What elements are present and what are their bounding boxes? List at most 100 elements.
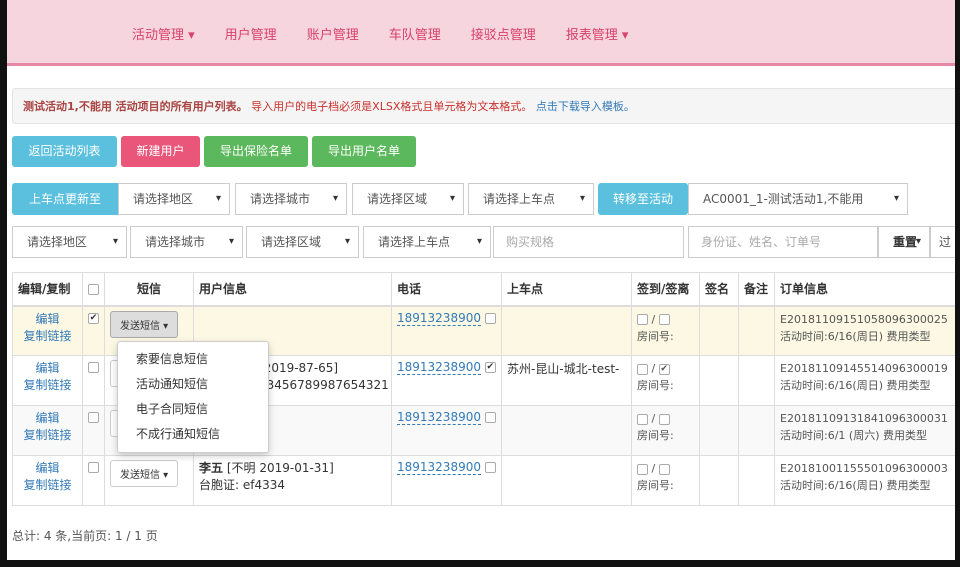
top-nav: 活动管理 ▾ 用户管理 账户管理 车队管理 接驳点管理 报表管理 ▾ [7, 0, 955, 66]
room-label: 房间号: [637, 429, 674, 442]
send-sms-button[interactable]: 发送短信 ▾ [110, 460, 179, 487]
copy-link[interactable]: 复制链接 [23, 428, 72, 442]
sms-menu-item[interactable]: 不成行通知短信 [136, 427, 221, 441]
checkin-checkbox[interactable] [637, 363, 648, 375]
user-name: 李五 [199, 461, 224, 475]
row-checkbox[interactable] [88, 362, 99, 373]
phone-link[interactable]: 18913238900 [397, 460, 481, 475]
col-checkin: 签到/签离 [631, 272, 700, 307]
sms-menu-item[interactable]: 活动通知短信 [136, 377, 209, 391]
copy-link[interactable]: 复制链接 [23, 378, 72, 392]
area-select[interactable]: 请选择区域 [352, 183, 464, 215]
sms-menu-item[interactable]: 电子合同短信 [136, 402, 209, 416]
stop-select[interactable]: 请选择上车点 [468, 183, 594, 215]
notice-hint: 导入用户的电子档必须是XLSX格式且单元格为文本格式。 [251, 100, 533, 113]
phone-link[interactable]: 18913238900 [397, 410, 481, 425]
checkout-checkbox[interactable] [658, 463, 670, 475]
sms-dropdown-menu: 索要信息短信 活动通知短信 电子合同短信 不成行通知短信 [117, 341, 269, 453]
filter-city-select[interactable]: 请选择城市 [130, 226, 243, 258]
col-user-info: 用户信息 [193, 272, 392, 307]
row-checkbox[interactable] [88, 462, 99, 473]
nav-reports[interactable]: 报表管理 ▾ [565, 28, 629, 43]
sms-menu-item[interactable]: 索要信息短信 [136, 352, 209, 366]
notice-title: 测试活动1,不能用 活动项目的所有用户列表。 [23, 100, 248, 113]
col-stop: 上车点 [501, 272, 632, 307]
activity-select[interactable]: AC0001_1-测试活动1,不能用 [688, 183, 908, 215]
activity-time: 活动时间:6/16(周日) 费用类型 [780, 479, 931, 492]
checkin-cell: / ✔ 房间号: [631, 355, 700, 406]
stop-cell: 苏州-昆山-城北-test- [501, 355, 632, 406]
checkin-checkbox[interactable] [637, 413, 648, 425]
phone-link[interactable]: 18913238900 [397, 310, 481, 326]
select-cell [82, 455, 105, 506]
nav-accounts[interactable]: 账户管理 [306, 28, 359, 43]
order-number: E20181001155501096300003 [780, 462, 948, 475]
edit-link[interactable]: 编辑 [35, 461, 60, 475]
nav-users[interactable]: 用户管理 [224, 28, 277, 43]
export-insurance-button[interactable]: 导出保险名单 [204, 136, 308, 167]
edit-link[interactable]: 编辑 [35, 411, 60, 425]
filter-stop-select[interactable]: 请选择上车点 [363, 226, 491, 258]
new-user-button[interactable]: 新建用户 [121, 136, 200, 167]
col-signature: 签名 [699, 272, 739, 307]
stop-name: 苏州-昆山-城北-test- [507, 362, 620, 376]
signature-cell [699, 405, 739, 456]
table-header: 编辑/复制 短信 用户信息 电话 上车点 签到/签离 签名 备注 订单信息 [12, 272, 955, 307]
remark-cell [738, 355, 775, 406]
edit-link[interactable]: 编辑 [35, 361, 60, 375]
page: 活动管理 ▾ 用户管理 账户管理 车队管理 接驳点管理 报表管理 ▾ 测试活动1… [7, 0, 955, 560]
download-template-link[interactable]: 点击下载导入模板。 [535, 100, 635, 113]
notice: 测试活动1,不能用 活动项目的所有用户列表。 导入用户的电子档必须是XLSX格式… [12, 88, 955, 124]
phone-cell: 18913238900 [391, 405, 502, 456]
checkin-checkbox[interactable] [637, 314, 648, 325]
phone-checkbox[interactable] [484, 462, 496, 473]
spec-input[interactable]: 购买规格 [493, 226, 684, 258]
update-stop-label[interactable]: 上车点更新至 [12, 183, 118, 215]
edit-link[interactable]: 编辑 [35, 311, 60, 326]
checkin-cell: / 房间号: [631, 455, 700, 506]
checkin-cell: / 房间号: [631, 305, 700, 356]
nav-activity[interactable]: 活动管理 ▾ [132, 28, 195, 43]
filter-region-select[interactable]: 请选择地区 [12, 226, 127, 258]
user-id: 23456789987654321 [259, 378, 389, 392]
user-info-cell: 李五 [不明 2019-01-31] 台胞证: ef4334 [193, 455, 392, 506]
transfer-label[interactable]: 转移至活动 [598, 183, 688, 215]
sms-cell: 发送短信 ▾ [104, 455, 194, 506]
col-sms: 短信 [104, 272, 194, 307]
stop-cell [501, 305, 632, 356]
user-detail: [2019-87-65] [259, 361, 339, 375]
export-users-button[interactable]: 导出用户名单 [312, 136, 416, 167]
filter-area-select[interactable]: 请选择区域 [246, 226, 359, 258]
phone-checkbox[interactable]: ✔ [484, 362, 496, 373]
edit-cell: 编辑 复制链接 [12, 305, 83, 356]
nav-fleet[interactable]: 车队管理 [388, 28, 441, 43]
row-checkbox[interactable] [88, 412, 99, 423]
col-select-all[interactable] [82, 272, 105, 307]
phone-cell: 18913238900 [391, 455, 502, 506]
copy-link[interactable]: 复制链接 [23, 478, 72, 492]
phone-checkbox[interactable] [484, 312, 496, 324]
stop-cell [501, 405, 632, 456]
edit-cell: 编辑 复制链接 [12, 405, 83, 456]
signature-cell [699, 455, 739, 506]
copy-link[interactable]: 复制链接 [23, 328, 72, 343]
checkout-checkbox[interactable] [658, 413, 670, 425]
reset-button[interactable]: 重置 [878, 226, 930, 258]
select-all-checkbox[interactable] [88, 283, 99, 295]
phone-checkbox[interactable] [484, 412, 496, 423]
checkout-checkbox[interactable] [658, 314, 670, 325]
send-sms-button[interactable]: 发送短信 ▾ [110, 310, 179, 338]
phone-link[interactable]: 18913238900 [397, 360, 481, 375]
region-select[interactable]: 请选择地区 [118, 183, 230, 215]
row-checkbox[interactable]: ✔ [88, 312, 99, 324]
checkout-checkbox[interactable]: ✔ [658, 363, 670, 375]
city-select[interactable]: 请选择城市 [235, 183, 347, 215]
checkin-checkbox[interactable] [637, 463, 648, 475]
filter-button[interactable]: 过 [930, 226, 955, 258]
nav-stops[interactable]: 接驳点管理 [470, 28, 536, 43]
select-cell [82, 405, 105, 456]
order-cell: E20181109151058096300025 活动时间:6/16(周日) 费用… [774, 305, 955, 356]
search-input[interactable]: 身份证、姓名、订单号 [688, 226, 878, 258]
activity-time: 活动时间:6/16(周日) 费用类型 [780, 329, 931, 343]
back-button[interactable]: 返回活动列表 [12, 136, 117, 167]
